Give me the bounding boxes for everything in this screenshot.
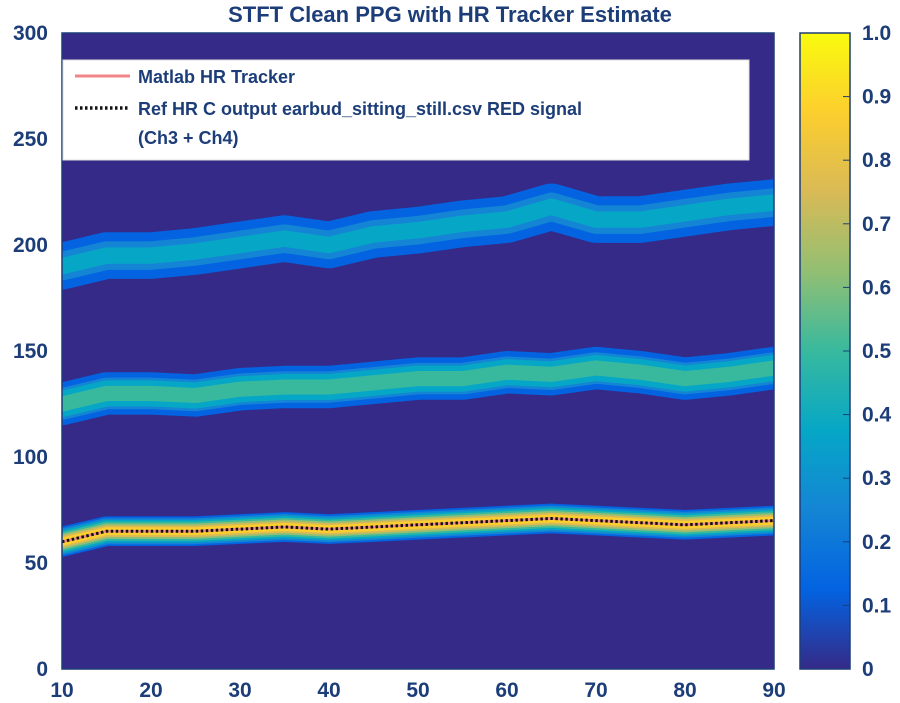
colorbar-tick-label: 1.0 — [862, 22, 891, 45]
x-tick-label: 50 — [406, 679, 429, 702]
plot-frame — [61, 32, 775, 670]
legend-label-ref-hr-continued: (Ch3 + Ch4) — [138, 128, 239, 148]
legend-box — [62, 59, 750, 161]
y-tick-label: 50 — [25, 552, 48, 575]
colorbar-tick-label: 0 — [862, 658, 874, 681]
x-tick-label: 90 — [762, 679, 785, 702]
legend: Matlab HR Tracker Ref HR C output earbud… — [62, 59, 750, 161]
x-tick-label: 20 — [139, 679, 162, 702]
y-tick-label: 0 — [36, 658, 48, 681]
colorbar-tick-label: 0.4 — [862, 404, 892, 427]
colorbar-tick-label: 0.1 — [862, 594, 892, 617]
y-tick-label: 250 — [13, 128, 48, 151]
chart-title: STFT Clean PPG with HR Tracker Estimate — [228, 2, 672, 27]
x-tick-label: 10 — [50, 679, 73, 702]
heatmap-band-second-harmonic — [62, 346, 774, 426]
colorbar: 0 0.1 0.2 0.3 0.4 0.5 0.6 0.7 0.8 0.9 1.0 — [799, 22, 892, 681]
colorbar-tick-label: 0.5 — [862, 340, 892, 363]
y-axis: 0 50 100 150 200 250 300 — [13, 22, 48, 681]
colorbar-tick-label: 0.8 — [862, 149, 892, 172]
colorbar-tick-label: 0.6 — [862, 276, 891, 299]
heatmap-band-third-harmonic — [62, 179, 774, 290]
colorbar-tick-label: 0.9 — [862, 86, 891, 109]
x-tick-label: 70 — [584, 679, 607, 702]
y-tick-label: 100 — [13, 446, 48, 469]
x-axis: 10 20 30 40 50 60 70 80 90 — [50, 679, 785, 702]
legend-label-matlab-hr-tracker: Matlab HR Tracker — [138, 67, 295, 87]
y-tick-label: 300 — [13, 22, 48, 45]
x-tick-label: 60 — [495, 679, 518, 702]
colorbar-gradient — [799, 32, 851, 670]
y-tick-label: 150 — [13, 340, 48, 363]
x-tick-label: 40 — [317, 679, 340, 702]
legend-label-ref-hr: Ref HR C output earbud_sitting_still.csv… — [138, 99, 582, 119]
x-tick-label: 30 — [228, 679, 251, 702]
x-tick-label: 80 — [673, 679, 696, 702]
colorbar-tick-label: 0.3 — [862, 467, 891, 490]
heatmap-band-layer — [62, 197, 774, 272]
y-tick-label: 200 — [13, 234, 48, 257]
colorbar-tick-label: 0.2 — [862, 531, 891, 554]
series-line-ref-hr — [62, 516, 774, 544]
colorbar-tick-label: 0.7 — [862, 213, 891, 236]
heatmap-band-layer — [62, 363, 774, 409]
